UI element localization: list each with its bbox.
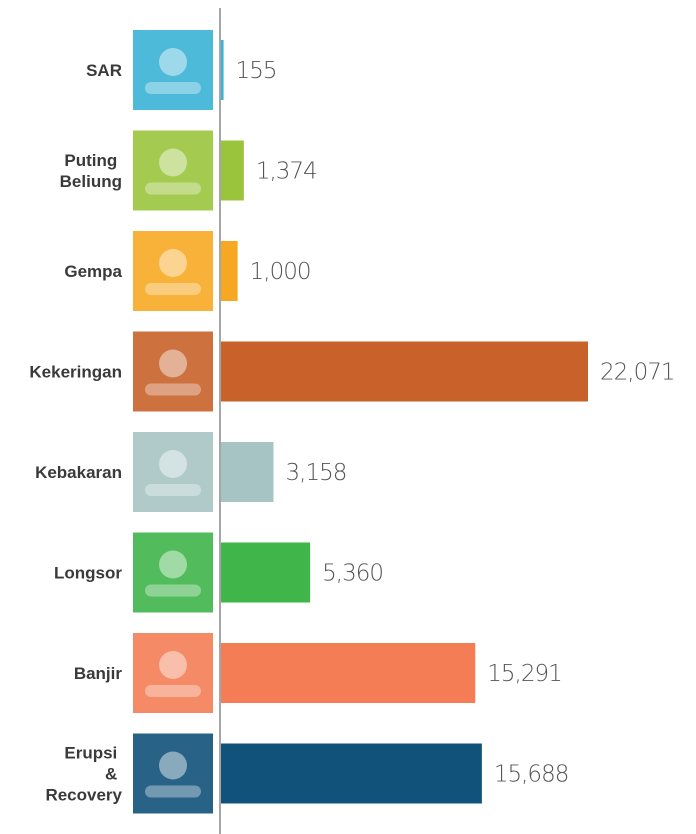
icon-ground — [145, 182, 201, 195]
icon-ground — [145, 584, 201, 597]
bar — [221, 341, 588, 402]
category-label: Kekeringan — [29, 363, 122, 382]
icon-ground — [145, 785, 201, 798]
icon-detail — [159, 148, 187, 177]
category-icon — [133, 432, 213, 512]
category-icon — [133, 130, 213, 211]
label-line: Kebakaran — [35, 463, 122, 482]
value-label: 15,291 — [487, 661, 561, 687]
icon-detail — [159, 651, 187, 679]
category-label: Banjir — [74, 664, 123, 683]
label-line: Kekeringan — [29, 363, 122, 382]
label-line: Longsor — [54, 564, 122, 583]
label-line: Puting — [64, 151, 122, 170]
icon-detail — [159, 550, 187, 579]
category-icon — [133, 633, 213, 713]
label-line: & — [105, 765, 122, 784]
icon-ground — [145, 685, 201, 697]
value-label: 1,000 — [250, 259, 311, 285]
bar — [221, 140, 244, 201]
category-icon — [133, 30, 213, 110]
value-label: 5,360 — [322, 561, 383, 587]
category-label: Puting Beliung — [60, 151, 122, 191]
category-label: Kebakaran — [35, 463, 122, 482]
bar — [221, 643, 476, 703]
value-label: 3,158 — [286, 460, 347, 486]
label-line: Beliung — [60, 172, 122, 191]
category-icon — [133, 532, 213, 613]
label-line: SAR — [86, 61, 122, 80]
value-label: 1,374 — [256, 159, 317, 185]
icon-detail — [159, 48, 187, 76]
category-label: Erupsi & Recovery — [45, 744, 122, 805]
icon-detail — [159, 450, 187, 478]
icon-detail — [159, 249, 187, 277]
label-line: Banjir — [74, 664, 123, 683]
label-line: Gempa — [64, 262, 122, 281]
icon-detail — [159, 751, 187, 780]
category-icon — [133, 733, 213, 814]
bar — [221, 241, 238, 301]
icon-detail — [159, 349, 187, 378]
icon-ground — [145, 484, 201, 496]
label-line: Recovery — [45, 786, 122, 805]
label-line: Erupsi — [64, 744, 122, 763]
category-label: Gempa — [64, 262, 122, 281]
category-icon — [133, 231, 213, 311]
category-label: SAR — [86, 61, 122, 80]
icon-ground — [145, 283, 201, 295]
icon-ground — [145, 82, 201, 94]
bar — [221, 442, 274, 502]
value-label: 155 — [236, 58, 277, 84]
category-label: Longsor — [54, 564, 122, 583]
bar — [221, 40, 224, 100]
value-label: 15,688 — [494, 762, 568, 788]
bar — [221, 743, 482, 804]
value-label: 22,071 — [600, 360, 674, 386]
bar — [221, 542, 311, 603]
category-icon — [133, 331, 213, 412]
icon-ground — [145, 383, 201, 396]
